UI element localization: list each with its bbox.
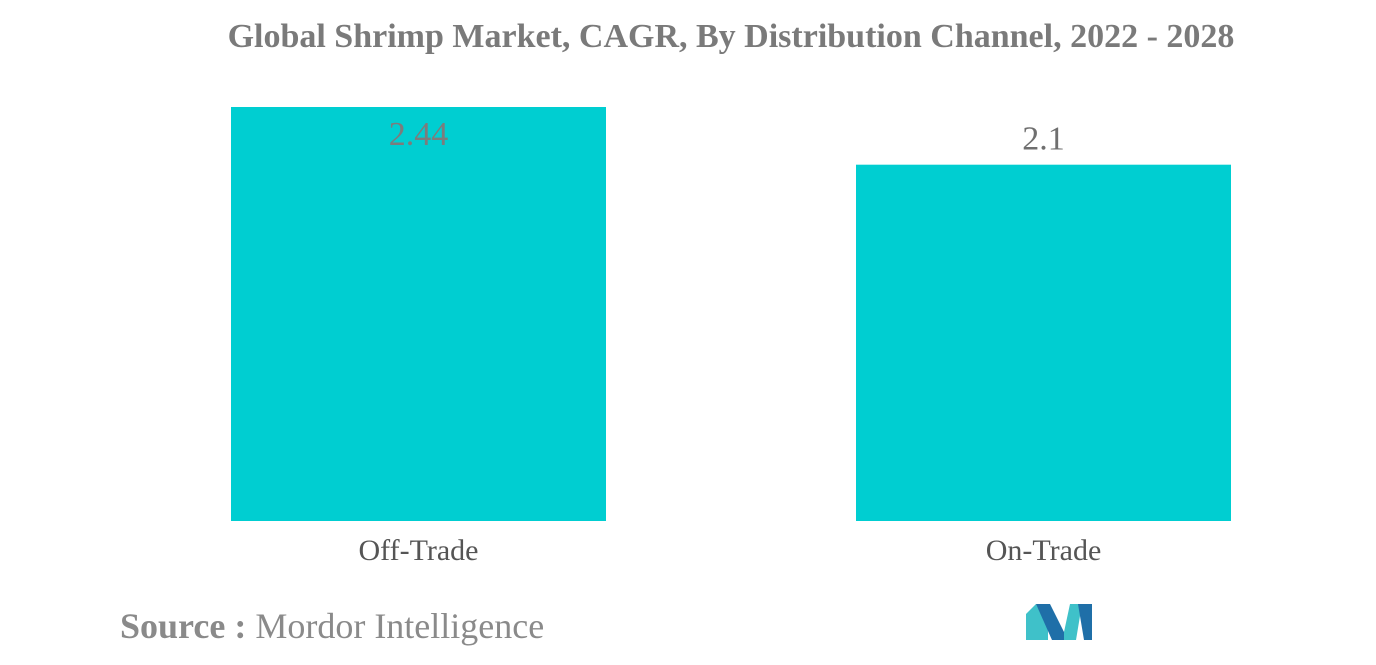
mordor-intelligence-logo-icon	[1026, 604, 1092, 640]
source-line: Source : Mordor Intelligence	[120, 605, 544, 647]
x-tick-label-off-trade: Off-Trade	[359, 534, 479, 567]
source-name: Mordor Intelligence	[255, 606, 545, 646]
bar-on-trade	[856, 164, 1231, 521]
x-tick-label-on-trade: On-Trade	[986, 534, 1102, 567]
data-label-on-trade: 2.1	[1022, 121, 1065, 158]
source-label: Source :	[120, 606, 247, 646]
bar-off-trade	[231, 107, 606, 521]
chart-title: Global Shrimp Market, CAGR, By Distribut…	[227, 18, 1235, 55]
data-label-off-trade: 2.44	[389, 116, 449, 153]
